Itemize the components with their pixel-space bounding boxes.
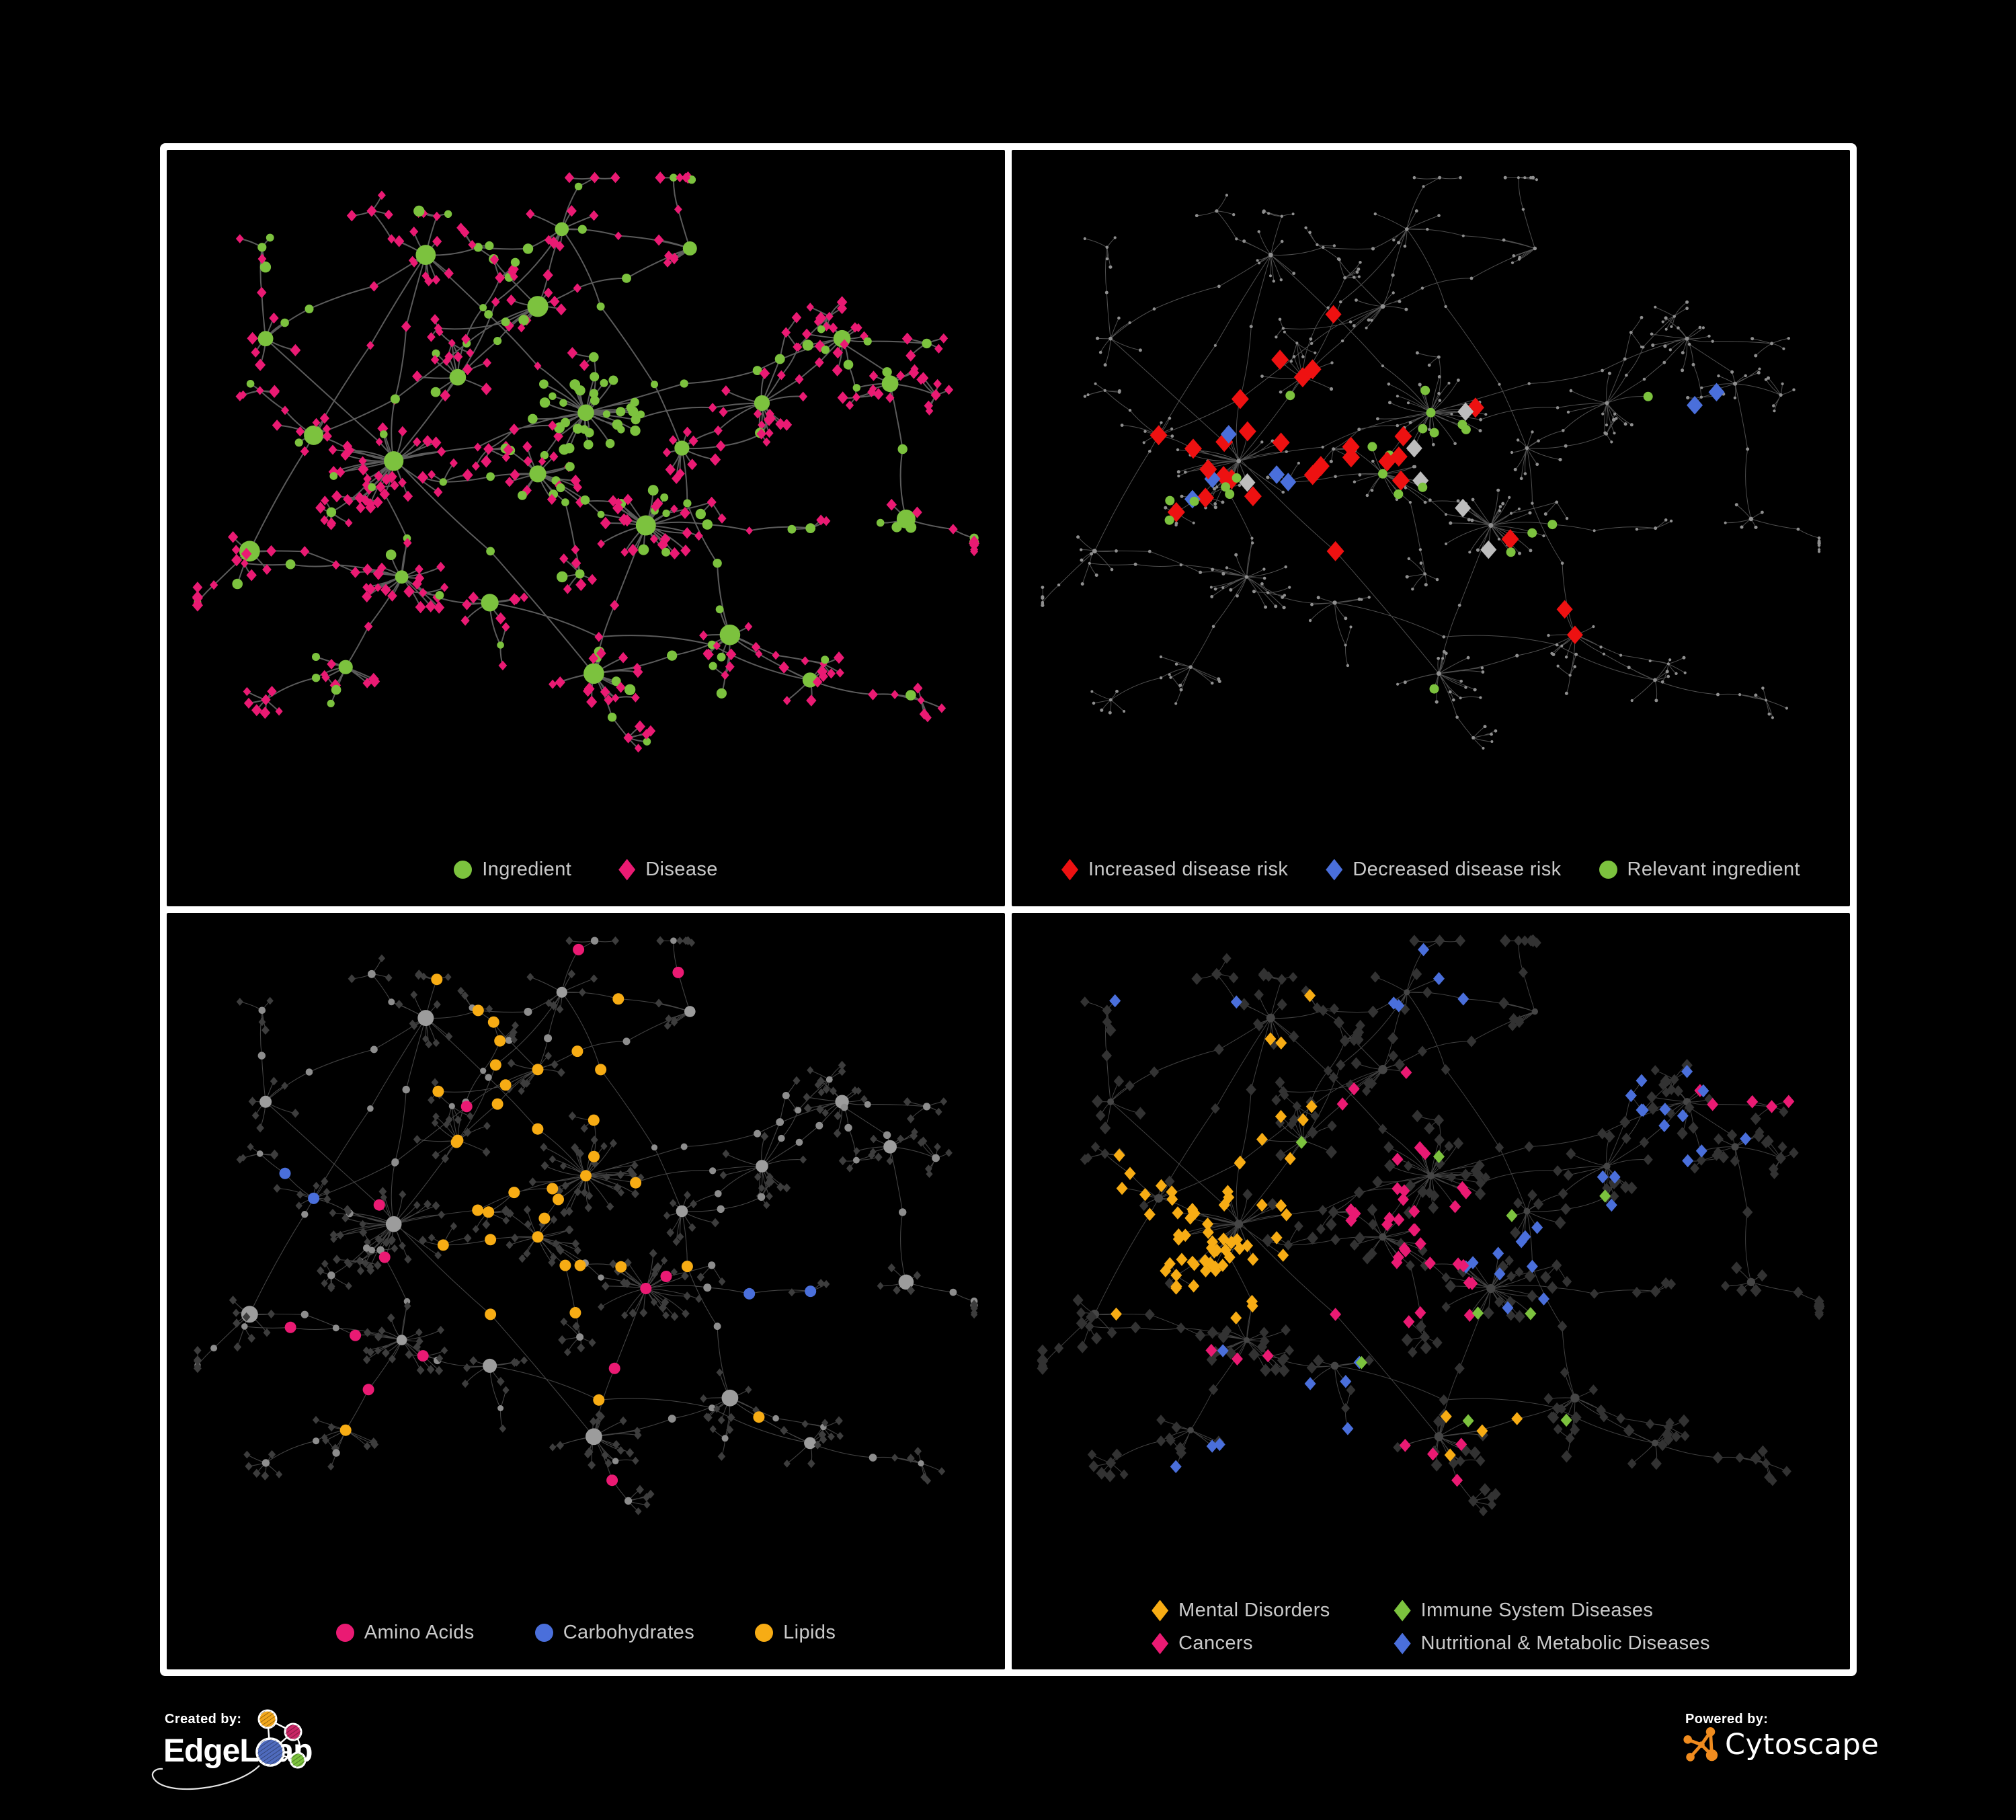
nutritional-metabolic-marker-icon: [1394, 1632, 1411, 1655]
legend-item-immune-system: Immune System Diseases: [1394, 1599, 1710, 1622]
increased-risk-marker-icon: [1061, 859, 1078, 881]
disease-risk-graph: [1041, 175, 1821, 750]
legend-item-nutritional-metabolic: Nutritional & Metabolic Diseases: [1394, 1632, 1710, 1655]
amino-acids-marker-icon: [335, 1624, 354, 1642]
immune-system-marker-icon: [1394, 1599, 1411, 1622]
disease-marker-icon: [618, 859, 636, 881]
legend-label-ingredient: Ingredient: [482, 859, 572, 880]
legend-label-carbohydrates: Carbohydrates: [563, 1622, 695, 1643]
legend-item-ingredient: Ingredient: [454, 859, 571, 881]
legend-item-disease: Disease: [618, 859, 718, 881]
legend-label-cancers: Cancers: [1178, 1632, 1253, 1654]
panel-ingredient-disease: Ingredient Disease: [167, 150, 1005, 906]
disease-category-graph: [1037, 934, 1825, 1517]
panel-macronutrients: Amino Acids Carbohydrates Lipids: [167, 913, 1005, 1669]
legend-label-decreased-risk: Decreased disease risk: [1353, 859, 1562, 880]
panel-disease-risk: Increased disease risk Decreased disease…: [1012, 150, 1850, 906]
cancers-marker-icon: [1152, 1632, 1169, 1655]
legend-item-decreased-risk: Decreased disease risk: [1326, 859, 1561, 881]
legend-label-relevant-ingredient: Relevant ingredient: [1627, 859, 1801, 880]
mental-disorders-marker-icon: [1152, 1599, 1169, 1622]
ingredient-marker-icon: [454, 861, 473, 879]
cytoscape-logo-icon: [1683, 1727, 1718, 1762]
edgeleap-logo-icon: [151, 1709, 307, 1790]
relevant-ingredient-marker-icon: [1599, 861, 1617, 879]
legend-label-lipids: Lipids: [783, 1622, 836, 1643]
carbohydrates-marker-icon: [534, 1624, 553, 1642]
legend-label-disease: Disease: [645, 859, 718, 880]
legend-item-carbohydrates: Carbohydrates: [534, 1622, 695, 1644]
panel-disease-categories: Mental Disorders Immune System Diseases …: [1012, 913, 1850, 1669]
cytoscape-brand-text: Cytoscape: [1725, 1728, 1880, 1762]
legend-label-increased-risk: Increased disease risk: [1088, 859, 1289, 880]
legend-item-cancers: Cancers: [1152, 1632, 1330, 1655]
legend-label-immune-system: Immune System Diseases: [1420, 1599, 1654, 1621]
legend-label-amino-acids: Amino Acids: [364, 1622, 475, 1643]
decreased-risk-marker-icon: [1326, 859, 1343, 881]
legend-item-increased-risk: Increased disease risk: [1061, 859, 1288, 881]
ingredient-disease-graph: [192, 171, 980, 753]
legend-label-nutritional-metabolic: Nutritional & Metabolic Diseases: [1420, 1632, 1710, 1654]
lipids-marker-icon: [755, 1624, 774, 1642]
legend-item-relevant-ingredient: Relevant ingredient: [1599, 859, 1800, 881]
legend-panel-1: Ingredient Disease: [167, 859, 1005, 881]
legend-item-lipids: Lipids: [755, 1622, 836, 1644]
four-panel-frame: Ingredient Disease Increased disease ris…: [160, 143, 1857, 1676]
macronutrient-graph: [193, 936, 979, 1515]
legend-panel-4: Mental Disorders Immune System Diseases …: [1152, 1599, 1710, 1655]
legend-panel-2: Increased disease risk Decreased disease…: [1012, 859, 1850, 881]
created-by-label: Created by:: [165, 1712, 242, 1727]
powered-by-label: Powered by:: [1685, 1712, 1769, 1727]
legend-item-mental-disorders: Mental Disorders: [1152, 1599, 1330, 1622]
legend-item-amino-acids: Amino Acids: [335, 1622, 475, 1644]
legend-label-mental-disorders: Mental Disorders: [1178, 1599, 1330, 1621]
legend-panel-3: Amino Acids Carbohydrates Lipids: [167, 1622, 1005, 1644]
